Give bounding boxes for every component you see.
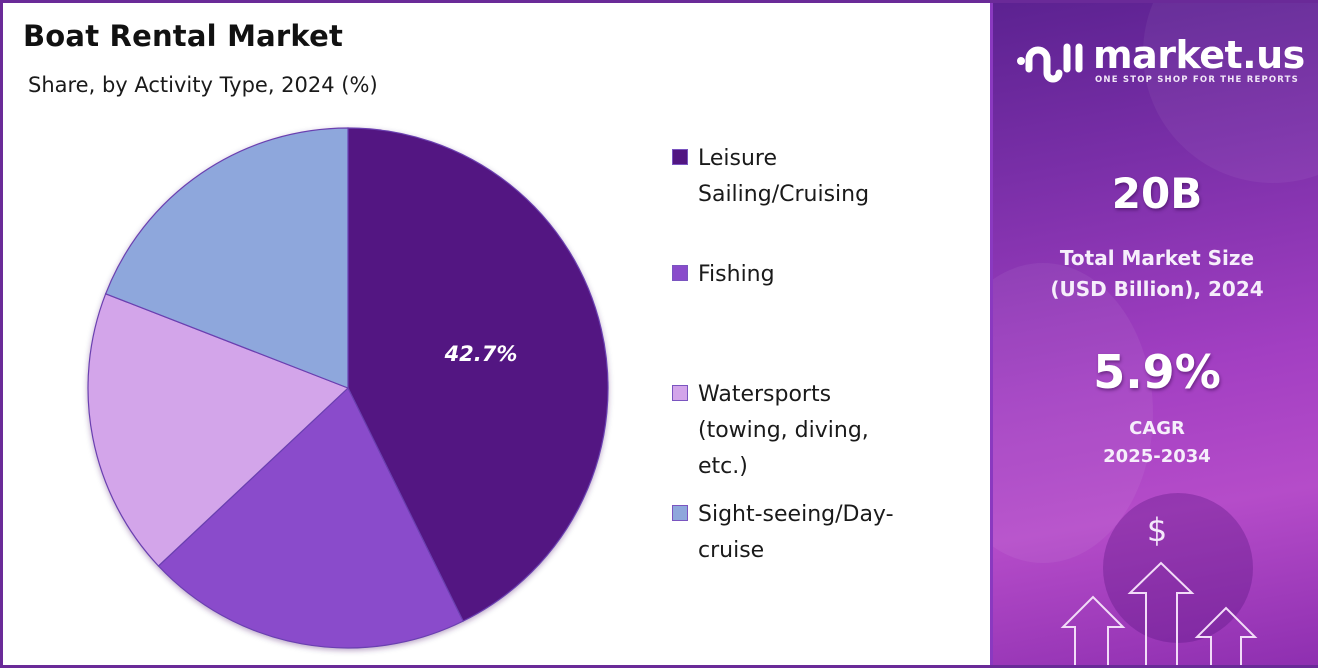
pie-slice-fishing — [157, 387, 464, 649]
cagr-caption-line1: CAGR — [1129, 418, 1185, 439]
growth-arrows-icon — [1060, 561, 1258, 665]
pie-slice-watersports — [87, 293, 350, 567]
legend-swatch-sightseeing — [672, 505, 688, 521]
chart-panel: Boat Rental Market Share, by Activity Ty… — [3, 3, 990, 665]
slice-label-leisure: 42.7% — [444, 342, 518, 366]
pie-chart-svg: 42.7% — [87, 127, 609, 649]
legend-label-leisure: Leisure Sailing/Cruising — [698, 146, 870, 207]
dollar-icon: $ — [1146, 511, 1168, 549]
cagr-value: 5.9% — [1093, 345, 1221, 399]
pie-slice-sightseeing — [104, 127, 349, 389]
cagr-caption-line2: 2025-2034 — [1103, 446, 1211, 467]
legend-swatch-leisure — [672, 149, 688, 165]
brand-name: market.us — [1093, 33, 1305, 77]
legend-item-leisure: Leisure Sailing/Cruising — [672, 141, 898, 213]
market-us-logo-icon — [1017, 43, 1083, 83]
market-size-caption-line2: (USD Billion), 2024 — [1050, 277, 1264, 301]
brand-logo[interactable]: market.us ONE STOP SHOP FOR THE REPORTS — [1015, 33, 1305, 87]
legend-item-fishing: Fishing — [672, 257, 948, 293]
brand-tagline: ONE STOP SHOP FOR THE REPORTS — [1095, 75, 1299, 85]
legend-item-sightseeing: Sight-seeing/Day-cruise — [672, 497, 948, 569]
market-size-caption-line1: Total Market Size — [1059, 246, 1255, 270]
legend-label-fishing: Fishing — [698, 262, 775, 287]
chart-title: Boat Rental Market — [23, 19, 344, 53]
legend-item-watersports: Watersports (towing, diving, etc.) — [672, 377, 898, 485]
legend-swatch-fishing — [672, 265, 688, 281]
pie-slices — [87, 127, 609, 649]
summary-sidebar: market.us ONE STOP SHOP FOR THE REPORTS … — [990, 3, 1318, 665]
pie-slice-leisure — [347, 127, 609, 622]
legend-label-sightseeing: Sight-seeing/Day-cruise — [698, 502, 894, 563]
chart-subtitle: Share, by Activity Type, 2024 (%) — [28, 73, 378, 97]
pie-chart: 42.7% — [3, 3, 703, 665]
legend-swatch-watersports — [672, 385, 688, 401]
legend-label-watersports: Watersports (towing, diving, etc.) — [698, 382, 869, 479]
market-size-value: 20B — [1111, 169, 1203, 218]
